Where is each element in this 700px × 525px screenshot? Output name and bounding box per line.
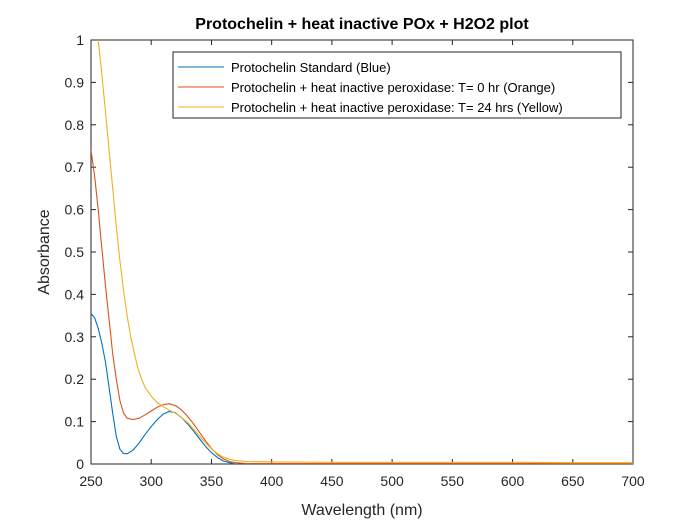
y-tick-label: 0.5 <box>65 244 85 260</box>
legend-label-3: Protochelin + heat inactive peroxidase: … <box>231 100 563 115</box>
legend: Protochelin Standard (Blue) Protochelin +… <box>172 51 622 119</box>
y-tick-label: 0.4 <box>65 286 85 302</box>
axis-ticks: 250 300 350 400 450 500 550 600 650 700 0 0.1 0.2 0.3… <box>65 32 645 489</box>
y-tick-label: 0.7 <box>65 159 85 175</box>
series-line-3 <box>97 40 633 464</box>
y-tick-label: 0.3 <box>65 329 85 345</box>
y-tick-label: 0.9 <box>65 74 85 90</box>
legend-label-2: Protochelin + heat inactive peroxidase: … <box>231 80 555 95</box>
x-tick-label: 600 <box>501 473 525 489</box>
chart-title: Protochelin + heat inactive POx + H2O2 p… <box>195 16 529 33</box>
x-tick-label: 350 <box>200 473 224 489</box>
x-axis-label: Wavelength (nm) <box>301 502 422 519</box>
x-tick-label: 250 <box>79 473 103 489</box>
legend-box <box>172 51 622 119</box>
x-tick-label: 300 <box>140 473 164 489</box>
y-tick-label: 0.6 <box>65 202 85 218</box>
x-tick-label: 400 <box>260 473 284 489</box>
x-tick-label: 500 <box>380 473 404 489</box>
y-tick-label: 0.2 <box>65 371 85 387</box>
x-tick-label: 550 <box>441 473 465 489</box>
series-line-2 <box>91 150 633 464</box>
series-lines <box>91 40 633 464</box>
y-tick-label: 1 <box>76 32 84 48</box>
y-tick-label: 0.1 <box>65 414 85 430</box>
legend-label-1: Protochelin Standard (Blue) <box>231 60 391 75</box>
x-tick-label: 650 <box>561 473 585 489</box>
y-axis-label: Absorbance <box>36 209 53 294</box>
y-tick-label: 0 <box>76 456 84 472</box>
y-tick-label: 0.8 <box>65 117 85 133</box>
x-tick-label: 700 <box>621 473 645 489</box>
x-tick-label: 450 <box>320 473 344 489</box>
